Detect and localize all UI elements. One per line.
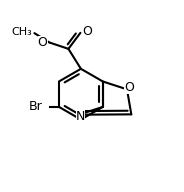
- Text: CH₃: CH₃: [12, 27, 33, 37]
- Text: Br: Br: [29, 100, 43, 113]
- Text: O: O: [38, 36, 48, 49]
- Text: O: O: [82, 25, 92, 37]
- Text: N: N: [76, 110, 85, 123]
- Text: O: O: [124, 81, 134, 94]
